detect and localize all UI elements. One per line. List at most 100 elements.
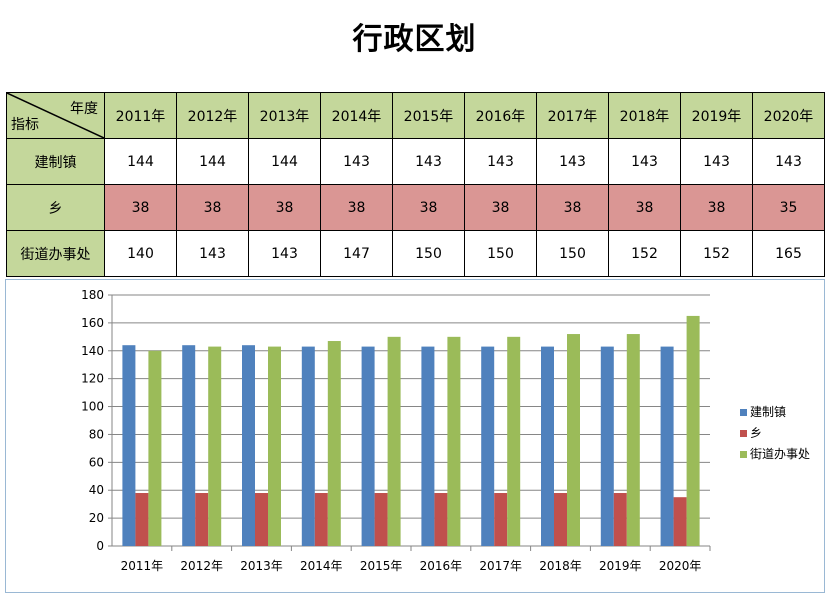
page-title: 行政区划 [352,22,477,57]
table-cell[interactable]: 143 [680,138,753,185]
data-table: 年度 指标 2011年 2012年 2013年 2014年 2015年 2016… [6,92,825,277]
x-tick-label: 2020年 [659,559,702,573]
table-cell[interactable]: 38 [176,184,249,231]
year-header[interactable]: 2019年 [680,92,753,139]
table-cell[interactable]: 140 [104,230,177,277]
table-cell[interactable]: 143 [464,138,537,185]
table-cell[interactable]: 38 [680,184,753,231]
x-tick-label: 2018年 [539,559,582,573]
table-cell[interactable]: 150 [392,230,465,277]
row-label[interactable]: 建制镇 [6,138,105,185]
chart-container[interactable]: 0 20 40 60 80 100 120 140 160 180 2011年 2012年 2013年 2… [5,279,825,593]
table-row-townships: 乡 38 38 38 38 38 38 38 38 38 35 [6,184,825,231]
table-cell[interactable]: 35 [752,184,825,231]
table-cell[interactable]: 38 [320,184,393,231]
bar [374,493,388,546]
row-label[interactable]: 街道办事处 [6,230,105,277]
bar [122,345,136,546]
y-tick-label: 120 [81,372,104,386]
y-tick-label: 140 [81,344,104,358]
year-header[interactable]: 2015年 [392,92,465,139]
bar [255,493,268,546]
bar [268,346,281,546]
table-cell[interactable]: 165 [752,230,825,277]
table-cell[interactable]: 150 [464,230,537,277]
table-corner-cell[interactable]: 年度 指标 [6,92,105,139]
y-tick-label: 100 [81,400,104,414]
x-tick-label: 2014年 [300,559,343,573]
x-tick-label: 2016年 [420,559,463,573]
row-label[interactable]: 乡 [6,184,105,231]
bar [507,336,521,546]
y-tick-label: 80 [89,427,104,441]
y-tick-label: 20 [89,511,104,525]
x-tick-label: 2017年 [479,559,522,573]
y-tick-label: 0 [96,539,104,553]
year-header[interactable]: 2018年 [608,92,681,139]
corner-year-label: 年度 [70,101,98,117]
legend-label: 建制镇 [750,405,786,419]
y-tick-label: 160 [81,316,104,330]
year-header[interactable]: 2017年 [536,92,609,139]
bar [613,493,627,546]
year-header[interactable]: 2020年 [752,92,825,139]
table-cell[interactable]: 38 [104,184,177,231]
year-header[interactable]: 2012年 [176,92,249,139]
bar [361,346,375,546]
table-cell[interactable]: 143 [176,230,249,277]
bar [626,334,640,546]
x-tick-label: 2011年 [121,559,164,573]
table-cell[interactable]: 38 [608,184,681,231]
table-cell[interactable]: 152 [680,230,753,277]
bar [686,315,700,546]
corner-indicator-label: 指标 [11,117,39,133]
legend-swatch [740,430,747,437]
bar [567,334,580,546]
table-cell[interactable]: 143 [608,138,681,185]
table-cell[interactable]: 38 [248,184,321,231]
bar [242,345,255,546]
table-cell[interactable]: 144 [176,138,249,185]
table-row-subdistricts: 街道办事处 140 143 143 147 150 150 150 152 15… [6,230,825,277]
x-tick-label: 2013年 [240,559,283,573]
y-tick-label: 40 [89,483,104,497]
table-cell[interactable]: 144 [248,138,321,185]
bar [447,336,461,546]
x-tick-label: 2019年 [599,559,642,573]
bar [421,346,435,546]
legend-label: 乡 [750,426,762,440]
year-header[interactable]: 2013年 [248,92,321,139]
bar [554,493,567,546]
bar [434,493,448,546]
table-cell[interactable]: 143 [392,138,465,185]
table-cell[interactable]: 143 [536,138,609,185]
table-cell[interactable]: 147 [320,230,393,277]
bar [660,346,674,546]
legend-swatch [740,409,747,416]
bar [327,341,341,546]
bar [314,493,328,546]
table-cell[interactable]: 143 [752,138,825,185]
x-tick-label: 2015年 [360,559,403,573]
table-cell[interactable]: 38 [536,184,609,231]
year-header[interactable]: 2011年 [104,92,177,139]
year-header[interactable]: 2016年 [464,92,537,139]
bar [148,350,162,546]
y-tick-label: 60 [89,455,104,469]
table-cell[interactable]: 144 [104,138,177,185]
table-cell[interactable]: 143 [320,138,393,185]
bar [494,493,508,546]
table-cell[interactable]: 38 [392,184,465,231]
bar [182,345,196,546]
bar [135,493,149,546]
table-cell[interactable]: 150 [536,230,609,277]
bar [481,346,495,546]
table-row-towns: 建制镇 144 144 144 143 143 143 143 143 143 … [6,138,825,185]
table-cell[interactable]: 143 [248,230,321,277]
bar [208,346,222,546]
year-header[interactable]: 2014年 [320,92,393,139]
y-tick-label: 180 [81,288,104,302]
legend-swatch [740,451,747,458]
table-cell[interactable]: 38 [464,184,537,231]
table-cell[interactable]: 152 [608,230,681,277]
